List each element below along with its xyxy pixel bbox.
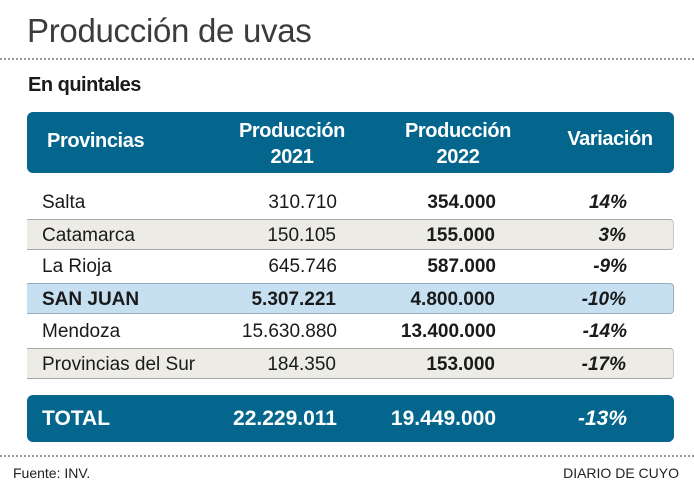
header-year: 2021: [270, 146, 314, 168]
cell-variacion: -9%: [593, 256, 627, 277]
total-row: TOTAL 22.229.011 19.449.000 -13%: [27, 395, 674, 442]
source-note: Fuente: INV.: [13, 465, 91, 481]
cell-produccion-2022: 354.000: [427, 192, 496, 213]
cell-produccion-2021: 150.105: [267, 225, 336, 246]
subtitle: En quintales: [28, 74, 141, 96]
total-2021: 22.229.011: [233, 407, 337, 430]
cell-provincia: SAN JUAN: [42, 289, 140, 310]
cell-provincia: Mendoza: [42, 321, 121, 342]
cell-produccion-2022: 587.000: [427, 256, 496, 277]
table-row: SAN JUAN 5.307.221 4.800.000 -10%: [27, 283, 674, 314]
cell-produccion-2021: 5.307.221: [251, 289, 336, 310]
header-produccion-2022: Producción 2022: [393, 118, 523, 170]
header-provincias: Provincias: [47, 130, 145, 152]
total-variacion: -13%: [577, 407, 627, 430]
cell-provincia: Catamarca: [42, 225, 135, 246]
cell-variacion: -17%: [581, 354, 626, 375]
table-header: Provincias Producción 2021 Producción 20…: [27, 112, 674, 173]
total-label: TOTAL: [42, 407, 111, 430]
header-year: 2022: [436, 146, 480, 168]
table-row: Catamarca 150.105 155.000 3%: [27, 219, 674, 250]
header-label: Producción: [404, 120, 511, 142]
table-row: La Rioja 645.746 587.000 -9%: [27, 251, 674, 282]
header-label: Producción: [238, 120, 345, 142]
cell-variacion: -14%: [582, 321, 627, 342]
header-produccion-2021: Producción 2021: [227, 118, 357, 170]
cell-produccion-2022: 4.800.000: [410, 289, 495, 310]
page-title: Producción de uvas: [27, 12, 312, 49]
brand-credit: DIARIO DE CUYO: [563, 465, 679, 481]
table-row: Salta 310.710 354.000 14%: [27, 187, 674, 218]
table-row: Provincias del Sur 184.350 153.000 -17%: [27, 348, 674, 379]
cell-provincia: Provincias del Sur: [42, 354, 196, 375]
cell-provincia: Salta: [42, 192, 86, 213]
cell-produccion-2022: 13.400.000: [400, 321, 496, 342]
header-variacion: Variación: [567, 128, 653, 150]
cell-provincia: La Rioja: [42, 256, 112, 277]
cell-produccion-2021: 310.710: [268, 192, 337, 213]
divider: [0, 455, 694, 457]
cell-produccion-2022: 155.000: [426, 225, 495, 246]
cell-produccion-2021: 15.630.880: [241, 321, 337, 342]
cell-variacion: -10%: [581, 289, 626, 310]
total-2022: 19.449.000: [390, 407, 496, 430]
cell-produccion-2021: 645.746: [268, 256, 337, 277]
cell-produccion-2022: 153.000: [426, 354, 495, 375]
cell-produccion-2021: 184.350: [267, 354, 336, 375]
cell-variacion: 14%: [588, 192, 627, 213]
divider: [0, 58, 694, 60]
table-row: Mendoza 15.630.880 13.400.000 -14%: [27, 316, 674, 347]
cell-variacion: 3%: [598, 225, 626, 246]
